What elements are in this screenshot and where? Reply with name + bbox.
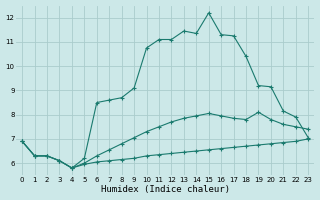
X-axis label: Humidex (Indice chaleur): Humidex (Indice chaleur)	[101, 185, 230, 194]
